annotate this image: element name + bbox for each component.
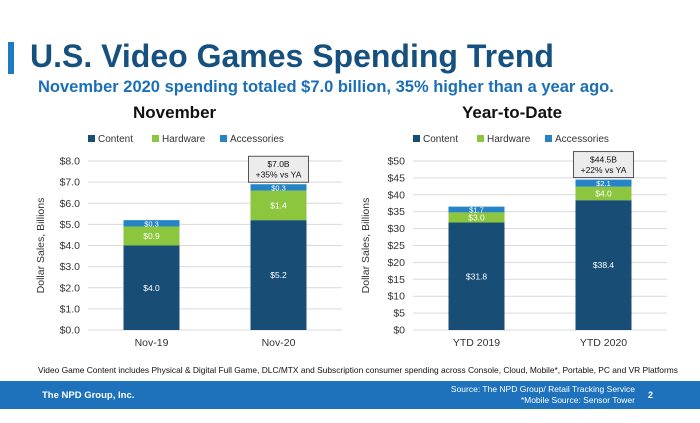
bar-nov-19-content (123, 245, 180, 330)
legend-label-content: Content (98, 134, 133, 145)
title-accent-bar (8, 42, 14, 74)
bar-ytd-2020-accessories (575, 179, 632, 187)
data-label-ytd-2019-accessories: $1.7 (469, 206, 484, 215)
y-tick-label: $6.0 (60, 198, 81, 210)
x-tick-label-nov-20: Nov-20 (262, 337, 296, 349)
y-tick-label: $25 (387, 240, 405, 252)
november-chart-title: November (133, 103, 217, 122)
data-label-ytd-2019-hardware: $3.0 (468, 212, 485, 222)
legend-swatch-hardware (152, 135, 159, 142)
legend-label-content: Content (423, 134, 458, 145)
footer-bar: The NPD Group, Inc. Source: The NPD Grou… (0, 381, 700, 409)
y-tick-label: $35 (387, 206, 405, 218)
y-tick-label: $3.0 (60, 261, 81, 273)
footer-company: The NPD Group, Inc. (42, 390, 135, 401)
legend-swatch-accessories (220, 135, 227, 142)
bar-ytd-2020-content (575, 200, 632, 330)
y-tick-label: $20 (387, 257, 405, 269)
data-label-nov-19-content: $4.0 (143, 283, 160, 293)
callout-total: $44.5B (590, 155, 617, 165)
x-tick-label-ytd-2019: YTD 2019 (453, 337, 500, 349)
page-subtitle: November 2020 spending totaled $7.0 bill… (38, 78, 614, 96)
page-number: 2 (647, 390, 653, 400)
x-tick-label-ytd-2020: YTD 2020 (580, 337, 627, 349)
y-tick-label: $2.0 (60, 282, 81, 294)
ytd-chart-title: Year-to-Date (462, 103, 563, 122)
y-tick-label: $10 (387, 291, 405, 303)
y-tick-label: $4.0 (60, 240, 81, 252)
y-tick-label: $1.0 (60, 303, 81, 315)
bar-ytd-2019-accessories (448, 206, 505, 213)
data-label-ytd-2020-accessories: $2.1 (596, 179, 611, 188)
legend-swatch-content (413, 135, 420, 142)
y-tick-label: $0 (393, 325, 405, 337)
legend-swatch-hardware (477, 135, 484, 142)
callout-growth: +35% vs YA (256, 170, 302, 180)
bar-nov-19-hardware (123, 226, 180, 246)
y-tick-label: $0.0 (60, 325, 81, 337)
y-tick-label: $5 (393, 308, 405, 320)
data-label-nov-19-accessories: $0.3 (144, 219, 159, 228)
y-tick-label: $30 (387, 223, 405, 235)
page-title: U.S. Video Games Spending Trend (30, 38, 554, 74)
bar-ytd-2019-hardware (448, 212, 505, 223)
y-tick-label: $15 (387, 274, 405, 286)
footnote: Video Game Content includes Physical & D… (38, 365, 678, 375)
legend-label-accessories: Accessories (555, 134, 609, 145)
callout-box (248, 155, 309, 183)
y-tick-label: $40 (387, 189, 405, 201)
legend-label-accessories: Accessories (230, 134, 284, 145)
y-axis-label: Dollar Sales, Billions (35, 198, 47, 294)
footer-source-line-2: *Mobile Source: Sensor Tower (520, 395, 635, 405)
legend-label-hardware: Hardware (162, 134, 206, 145)
bar-nov-20-accessories (250, 184, 307, 191)
data-label-ytd-2020-hardware: $4.0 (595, 188, 612, 198)
data-label-nov-20-content: $5.2 (270, 270, 287, 280)
y-tick-label: $7.0 (60, 177, 81, 189)
data-label-nov-19-hardware: $0.9 (143, 231, 160, 241)
y-axis-label: Dollar Sales, Billions (360, 198, 372, 294)
footer-source: Source: The NPD Group/ Retail Tracking S… (451, 384, 635, 406)
bar-nov-20-hardware (250, 190, 307, 221)
callout-box (573, 151, 634, 179)
november-chart: Content Hardware Accessories $0.0 $1.0 $2.0 $3… (35, 134, 342, 349)
data-label-ytd-2019-content: $31.8 (466, 271, 488, 281)
bar-nov-20-content (250, 220, 307, 330)
y-tick-label: $5.0 (60, 219, 81, 231)
x-tick-label-nov-19: Nov-19 (135, 337, 169, 349)
callout-growth: +22% vs YA (581, 165, 627, 175)
data-label-nov-20-accessories: $0.3 (271, 183, 286, 192)
footer-source-line-1: Source: The NPD Group/ Retail Tracking S… (450, 384, 635, 394)
legend-label-hardware: Hardware (487, 134, 531, 145)
callout-total: $7.0B (267, 159, 290, 169)
y-tick-label: $8.0 (60, 156, 81, 168)
ytd-chart: Content Hardware Accessories $0 $5 $10 $15 $20 $… (360, 134, 667, 349)
bar-ytd-2020-hardware (575, 186, 632, 201)
bar-ytd-2019-content (448, 222, 505, 330)
y-tick-label: $45 (387, 172, 405, 184)
legend-swatch-content (88, 135, 95, 142)
bar-nov-19-accessories (123, 220, 180, 227)
y-tick-label: $50 (387, 156, 405, 168)
data-label-ytd-2020-content: $38.4 (593, 260, 615, 270)
legend-swatch-accessories (545, 135, 552, 142)
data-label-nov-20-hardware: $1.4 (270, 200, 287, 210)
